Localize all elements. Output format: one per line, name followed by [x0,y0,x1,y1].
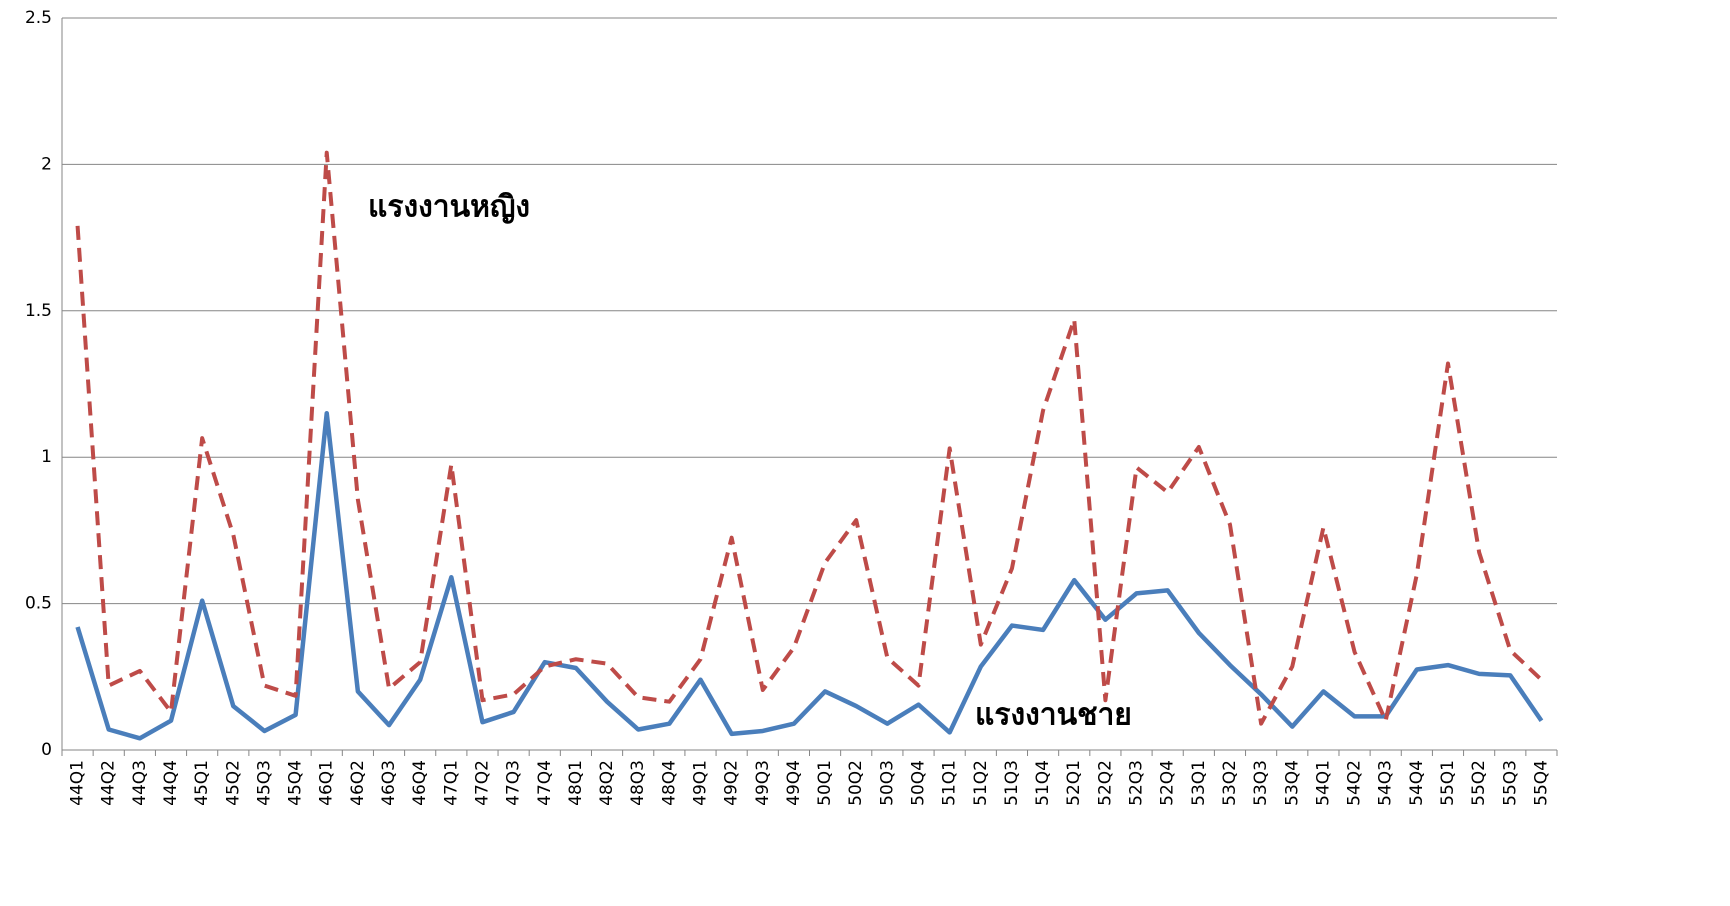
x-tick-label: 55Q1 [1438,760,1458,806]
x-tick-label: 50Q4 [909,760,929,806]
x-tick-label: 44Q4 [161,760,181,806]
series-line [75,150,1543,726]
x-tick-label: 44Q3 [130,760,150,806]
x-tick-label: 50Q1 [815,760,835,806]
x-tick-label: 47Q3 [504,760,524,806]
y-tick-label: 0.5 [25,594,52,614]
x-tick-label: 50Q2 [846,760,866,806]
x-tick-label: 46Q3 [379,760,399,806]
x-tick-label: 54Q3 [1376,760,1396,806]
x-tick-label: 54Q2 [1345,760,1365,806]
x-tick-label: 53Q1 [1189,760,1209,806]
x-tick-label: 51Q2 [971,760,991,806]
x-tick-label: 44Q2 [99,760,119,806]
x-tick-label: 55Q2 [1469,760,1489,806]
x-tick-label: 47Q4 [535,760,555,806]
x-tick-label: 45Q4 [286,760,306,806]
x-tick-label: 46Q1 [317,760,337,806]
x-tick-label: 51Q1 [940,760,960,806]
x-tick-label: 52Q2 [1095,760,1115,806]
x-tick-label: 48Q4 [659,760,679,806]
y-tick-label: 1.5 [25,301,52,321]
x-tick-label: 48Q3 [628,760,648,806]
x-tick-label: 45Q3 [254,760,274,806]
x-tick-label: 48Q2 [597,760,617,806]
series-line [75,411,1544,741]
x-tick-label: 46Q2 [348,760,368,806]
y-tick-label: 1 [41,447,52,467]
x-tick-label: 55Q3 [1500,760,1520,806]
x-tick-label: 48Q1 [566,760,586,806]
x-tick-label: 52Q4 [1158,760,1178,806]
y-tick-label: 0 [41,740,52,760]
x-tick-label: 52Q3 [1127,760,1147,806]
x-tick-label: 49Q2 [722,760,742,806]
x-tick-label: 49Q4 [784,760,804,806]
y-tick-label: 2.5 [25,8,52,28]
x-tick-label: 51Q3 [1002,760,1022,806]
series-label: แรงงานชาย [975,698,1132,733]
x-tick-label: 47Q2 [472,760,492,806]
x-tick-label: 52Q1 [1064,760,1084,806]
x-tick-label: 51Q4 [1033,760,1053,806]
x-tick-label: 54Q1 [1313,760,1333,806]
x-tick-label: 45Q1 [192,760,212,806]
x-tick-label: 49Q1 [690,760,710,806]
x-tick-label: 46Q4 [410,760,430,806]
x-tick-label: 47Q1 [441,760,461,806]
series-label: แรงงานหญิง [368,190,530,225]
x-tick-label: 54Q4 [1407,760,1427,806]
x-tick-label: 44Q1 [68,760,88,806]
x-tick-label: 53Q3 [1251,760,1271,806]
x-tick-label: 53Q2 [1220,760,1240,806]
x-tick-label: 53Q4 [1282,760,1302,806]
x-tick-label: 55Q4 [1531,760,1551,806]
x-tick-label: 50Q3 [877,760,897,806]
y-tick-label: 2 [41,154,52,174]
x-tick-label: 45Q2 [223,760,243,806]
x-tick-label: 49Q3 [753,760,773,806]
